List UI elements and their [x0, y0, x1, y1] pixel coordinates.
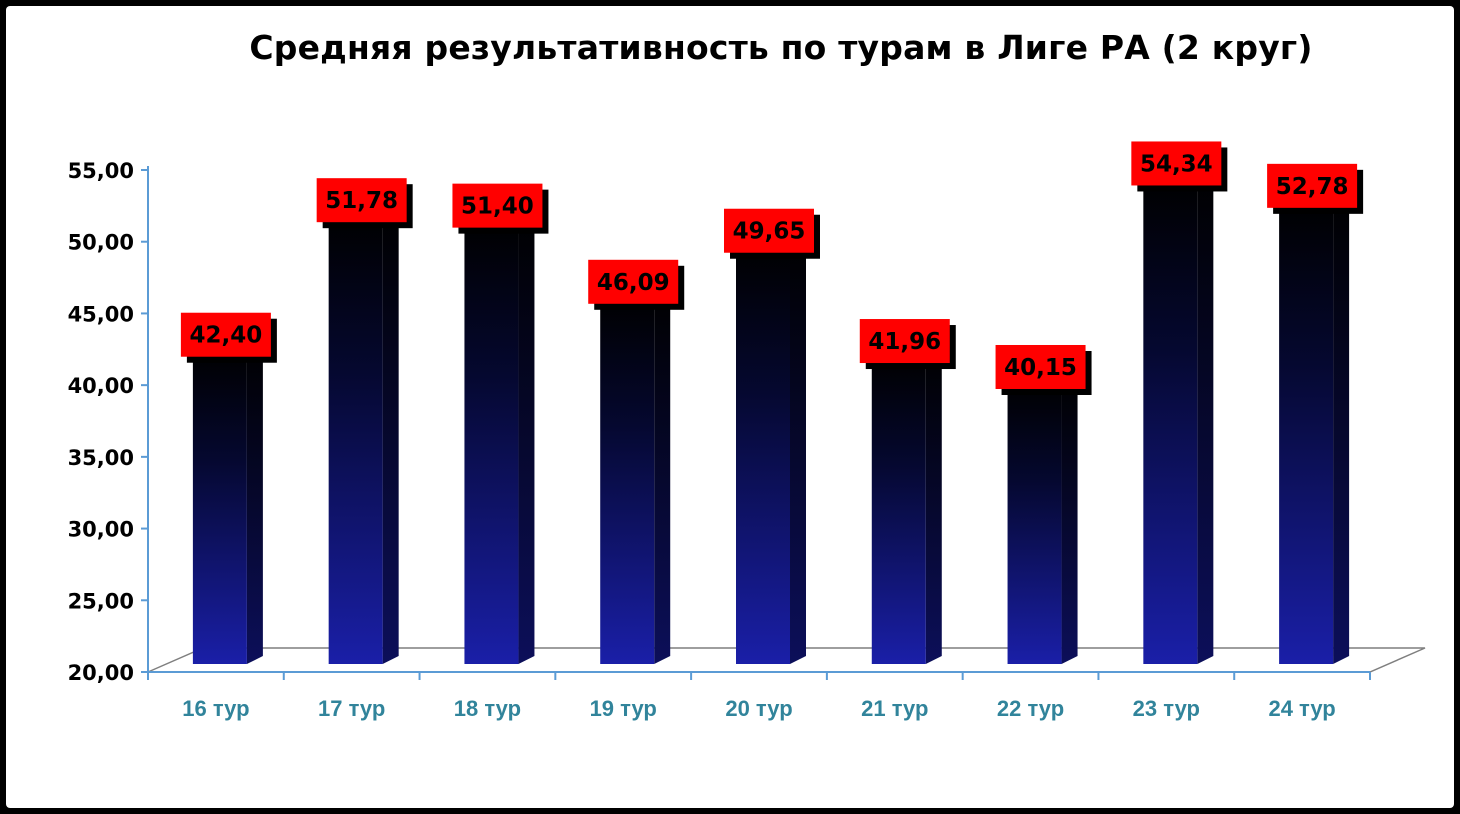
bar — [328, 208, 399, 664]
data-label: 40,15 — [995, 344, 1092, 395]
bar-side — [1333, 193, 1350, 665]
data-label-text: 41,96 — [868, 329, 941, 355]
bar — [600, 289, 671, 664]
bar-front — [1279, 201, 1334, 665]
x-tick-label: 19 тур — [590, 696, 657, 721]
data-label-box — [995, 344, 1086, 389]
x-tick-label: 21 тур — [861, 696, 928, 721]
data-label-text: 49,65 — [733, 219, 806, 245]
y-tick-label: 20,00 — [68, 661, 134, 685]
bar-front — [192, 350, 247, 664]
bar-front — [1143, 179, 1198, 664]
data-label-text: 51,78 — [325, 188, 398, 214]
data-label: 52,78 — [1267, 163, 1364, 214]
data-label-text: 42,40 — [190, 323, 263, 349]
data-label: 51,78 — [316, 178, 413, 229]
y-tick-label: 25,00 — [68, 589, 134, 613]
bar — [1143, 171, 1214, 664]
chart-title: Средняя результативность по турам в Лиге… — [249, 28, 1313, 67]
bar-side — [790, 238, 806, 664]
y-tick-label: 30,00 — [68, 518, 134, 542]
bar-front — [464, 221, 519, 665]
x-tick-label: 20 тур — [725, 696, 792, 721]
x-tick-label: 24 тур — [1268, 696, 1335, 721]
x-tick-label: 18 тур — [454, 696, 521, 721]
bar — [1007, 374, 1078, 664]
data-label-text: 54,34 — [1140, 151, 1213, 177]
bar — [1279, 193, 1350, 665]
bar-front — [871, 357, 926, 664]
x-tick-label: 23 тур — [1133, 696, 1200, 721]
data-label-box — [180, 312, 271, 357]
data-label-text: 40,15 — [1004, 355, 1077, 381]
data-label: 54,34 — [1131, 141, 1228, 192]
bar-side — [518, 213, 535, 665]
y-tick-label: 40,00 — [68, 374, 134, 398]
bar-front — [736, 246, 790, 664]
y-tick-label: 55,00 — [68, 159, 134, 183]
data-label-box — [588, 259, 679, 304]
data-label: 42,40 — [180, 312, 277, 363]
x-tick-label: 17 тур — [318, 696, 385, 721]
bar — [192, 342, 263, 664]
bar-front — [1007, 382, 1062, 664]
data-label: 51,40 — [452, 183, 549, 234]
data-label: 49,65 — [724, 208, 820, 259]
bar-side — [654, 289, 671, 664]
data-label-box — [452, 183, 543, 228]
data-label-box — [1267, 163, 1358, 208]
bar — [736, 238, 806, 664]
bar-side — [382, 208, 399, 664]
data-label-box — [724, 208, 814, 253]
bar-side — [925, 349, 942, 664]
bar — [871, 349, 942, 664]
data-label-text: 52,78 — [1276, 174, 1349, 200]
data-label-text: 46,09 — [597, 270, 670, 296]
y-tick-label: 50,00 — [68, 231, 134, 255]
bar-front — [328, 216, 383, 664]
data-label-box — [859, 319, 950, 364]
x-tick-label: 22 тур — [997, 696, 1064, 721]
bar-side — [246, 342, 263, 664]
x-tick-label: 16 тур — [182, 696, 249, 721]
bar-side — [1061, 374, 1078, 664]
data-label-box — [1131, 141, 1222, 186]
bar-front — [600, 297, 655, 664]
bar-side — [1197, 171, 1214, 664]
y-tick-label: 35,00 — [68, 446, 134, 470]
data-label-box — [316, 178, 407, 223]
chart-frame: Средняя результативность по турам в Лиге… — [6, 6, 1454, 808]
data-label: 41,96 — [859, 319, 956, 370]
bar — [464, 213, 535, 665]
y-tick-label: 45,00 — [68, 302, 134, 326]
data-label: 46,09 — [588, 259, 685, 310]
chart-plot: 20,00 25,00 30,00 35,00 40,00 45,00 50,00 55,00… — [68, 141, 1426, 721]
data-label-text: 51,40 — [461, 194, 534, 220]
